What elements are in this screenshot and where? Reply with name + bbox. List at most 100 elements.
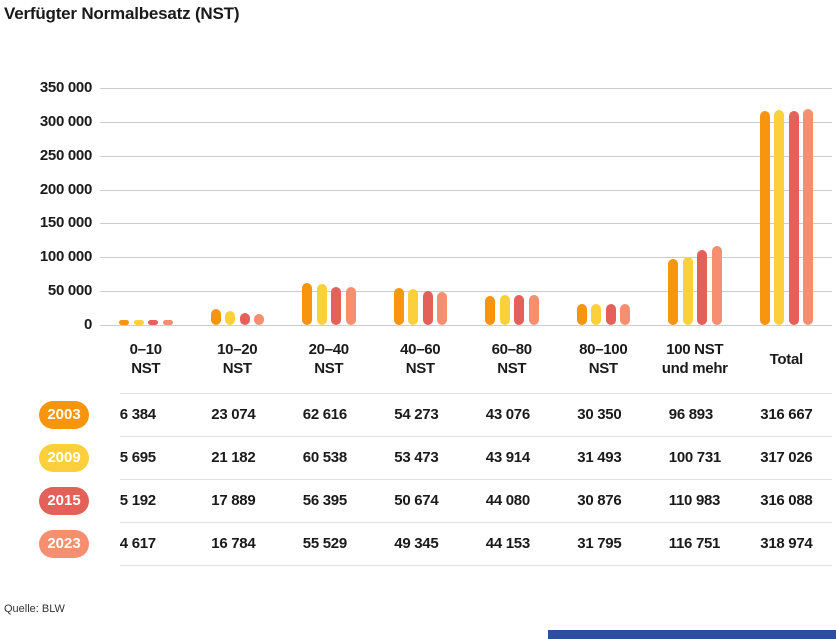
- x-axis-label-line: NST: [497, 360, 527, 377]
- x-axis-category-label: 60–80 NST: [460, 338, 564, 380]
- y-axis-tick-label: 350 000: [39, 79, 92, 96]
- bar-2023: [528, 295, 539, 325]
- x-axis-label-line: und mehr: [661, 360, 728, 377]
- table-cell: 44 153: [485, 535, 530, 552]
- table-cell: 16 784: [211, 535, 256, 552]
- table-cell: 316 088: [760, 492, 813, 509]
- table-cell: 6 384: [119, 406, 156, 423]
- x-axis-label-line: 20–40: [308, 341, 350, 358]
- table-cell: 5 192: [119, 492, 156, 509]
- bar-2009: [774, 110, 784, 325]
- gridline: [100, 155, 832, 157]
- year-badge: 2015: [39, 486, 89, 515]
- bar-2003: [485, 295, 495, 325]
- table-cell: 62 616: [302, 406, 347, 423]
- accent-bar: [548, 630, 836, 639]
- table-row-separator: [120, 479, 832, 480]
- table-cell: 54 273: [394, 406, 439, 423]
- bar-2015: [514, 295, 524, 325]
- x-axis-category-label: 20–40 NST: [277, 338, 381, 380]
- bar-2015: [422, 290, 433, 325]
- x-axis-label-line: NST: [222, 360, 252, 377]
- table-cell: 30 876: [577, 492, 622, 509]
- bar-2023: [803, 109, 813, 325]
- bar-2003: [119, 320, 129, 325]
- x-axis-label-line: 0–10: [129, 341, 162, 358]
- table-cell: 96 893: [668, 406, 713, 423]
- y-axis-tick-label: 300 000: [39, 112, 92, 130]
- x-axis-label-line: NST: [405, 360, 435, 377]
- x-axis-category-label: 10–20 NST: [185, 338, 289, 380]
- chart-title: Verfügter Normalbesatz (NST): [4, 4, 240, 23]
- bar-2009: [133, 320, 144, 325]
- table-cell: 116 751: [668, 535, 721, 552]
- x-axis-label-line: 10–20: [217, 341, 258, 358]
- bar-2003: [210, 309, 221, 325]
- table-cell: 53 473: [394, 449, 439, 466]
- table-cell: 318 974: [760, 535, 813, 552]
- bar-2003: [759, 110, 770, 325]
- table-cell: 4 617: [119, 535, 156, 552]
- table-cell: 30 350: [577, 406, 622, 423]
- x-axis-category-label: 0–10 NST: [94, 338, 198, 380]
- bar-2023: [437, 291, 447, 325]
- x-axis-category-label: Total: [734, 338, 836, 380]
- gridline: [100, 88, 832, 89]
- table-bottom-separator: [120, 565, 832, 566]
- x-axis-label-line: 40–60: [400, 341, 441, 358]
- bar-2015: [239, 312, 250, 325]
- bar-2003: [393, 288, 404, 325]
- table-cell: 43 076: [485, 406, 530, 423]
- bar-2009: [225, 310, 235, 325]
- x-axis-label-line: 100 NST: [666, 341, 724, 358]
- table-cell: 31 795: [577, 535, 622, 552]
- year-badge: 2003: [39, 400, 89, 429]
- gridline: [100, 121, 832, 123]
- bar-2009: [591, 303, 601, 325]
- table-row-separator: [120, 393, 832, 394]
- bar-2023: [711, 245, 722, 325]
- table-cell: 50 674: [394, 492, 439, 509]
- bar-2015: [697, 249, 707, 325]
- bar-2015: [788, 111, 799, 325]
- bar-2023: [620, 303, 630, 325]
- bar-2009: [316, 284, 327, 325]
- table-cell: 110 983: [668, 492, 721, 509]
- table-cell: 17 889: [211, 492, 256, 509]
- x-axis-label-line: Total: [769, 350, 804, 368]
- bar-2023: [254, 313, 264, 325]
- x-axis-category-label: 80–100 NST: [551, 338, 655, 380]
- x-axis-label-line: 60–80: [491, 341, 533, 358]
- gridline: [100, 257, 832, 259]
- bar-2003: [668, 259, 678, 325]
- y-axis-tick-label: 100 000: [39, 248, 92, 266]
- x-axis-category-label: 40–60 NST: [368, 338, 472, 380]
- table-cell: 23 074: [211, 406, 256, 423]
- table-cell: 100 731: [668, 449, 721, 466]
- bar-2003: [576, 304, 587, 325]
- x-axis-label-line: 80–100: [579, 341, 628, 358]
- table-cell: 317 026: [760, 449, 813, 466]
- table-row-separator: [120, 522, 832, 523]
- table-cell: 56 395: [302, 492, 347, 509]
- x-axis-label-line: NST: [314, 360, 344, 377]
- source-note: Quelle: BLW: [4, 603, 65, 615]
- bar-2009: [408, 288, 418, 325]
- x-axis-category-label: 100 NST und mehr: [643, 338, 747, 380]
- table-cell: 316 667: [760, 406, 813, 423]
- year-badge: 2023: [39, 529, 89, 558]
- y-axis-tick-label: 0: [83, 316, 92, 333]
- bar-2009: [682, 256, 693, 325]
- gridline: [100, 223, 832, 225]
- table-cell: 60 538: [302, 449, 347, 466]
- y-axis-tick-label: 250 000: [39, 146, 92, 164]
- table-cell: 49 345: [394, 535, 439, 552]
- y-axis-tick-label: 50 000: [47, 282, 92, 300]
- table-cell: 5 695: [119, 449, 156, 466]
- bar-2009: [499, 295, 510, 325]
- table-row-separator: [120, 436, 832, 437]
- gridline: [100, 291, 832, 293]
- table-cell: 44 080: [485, 492, 530, 509]
- table-cell: 31 493: [577, 449, 622, 466]
